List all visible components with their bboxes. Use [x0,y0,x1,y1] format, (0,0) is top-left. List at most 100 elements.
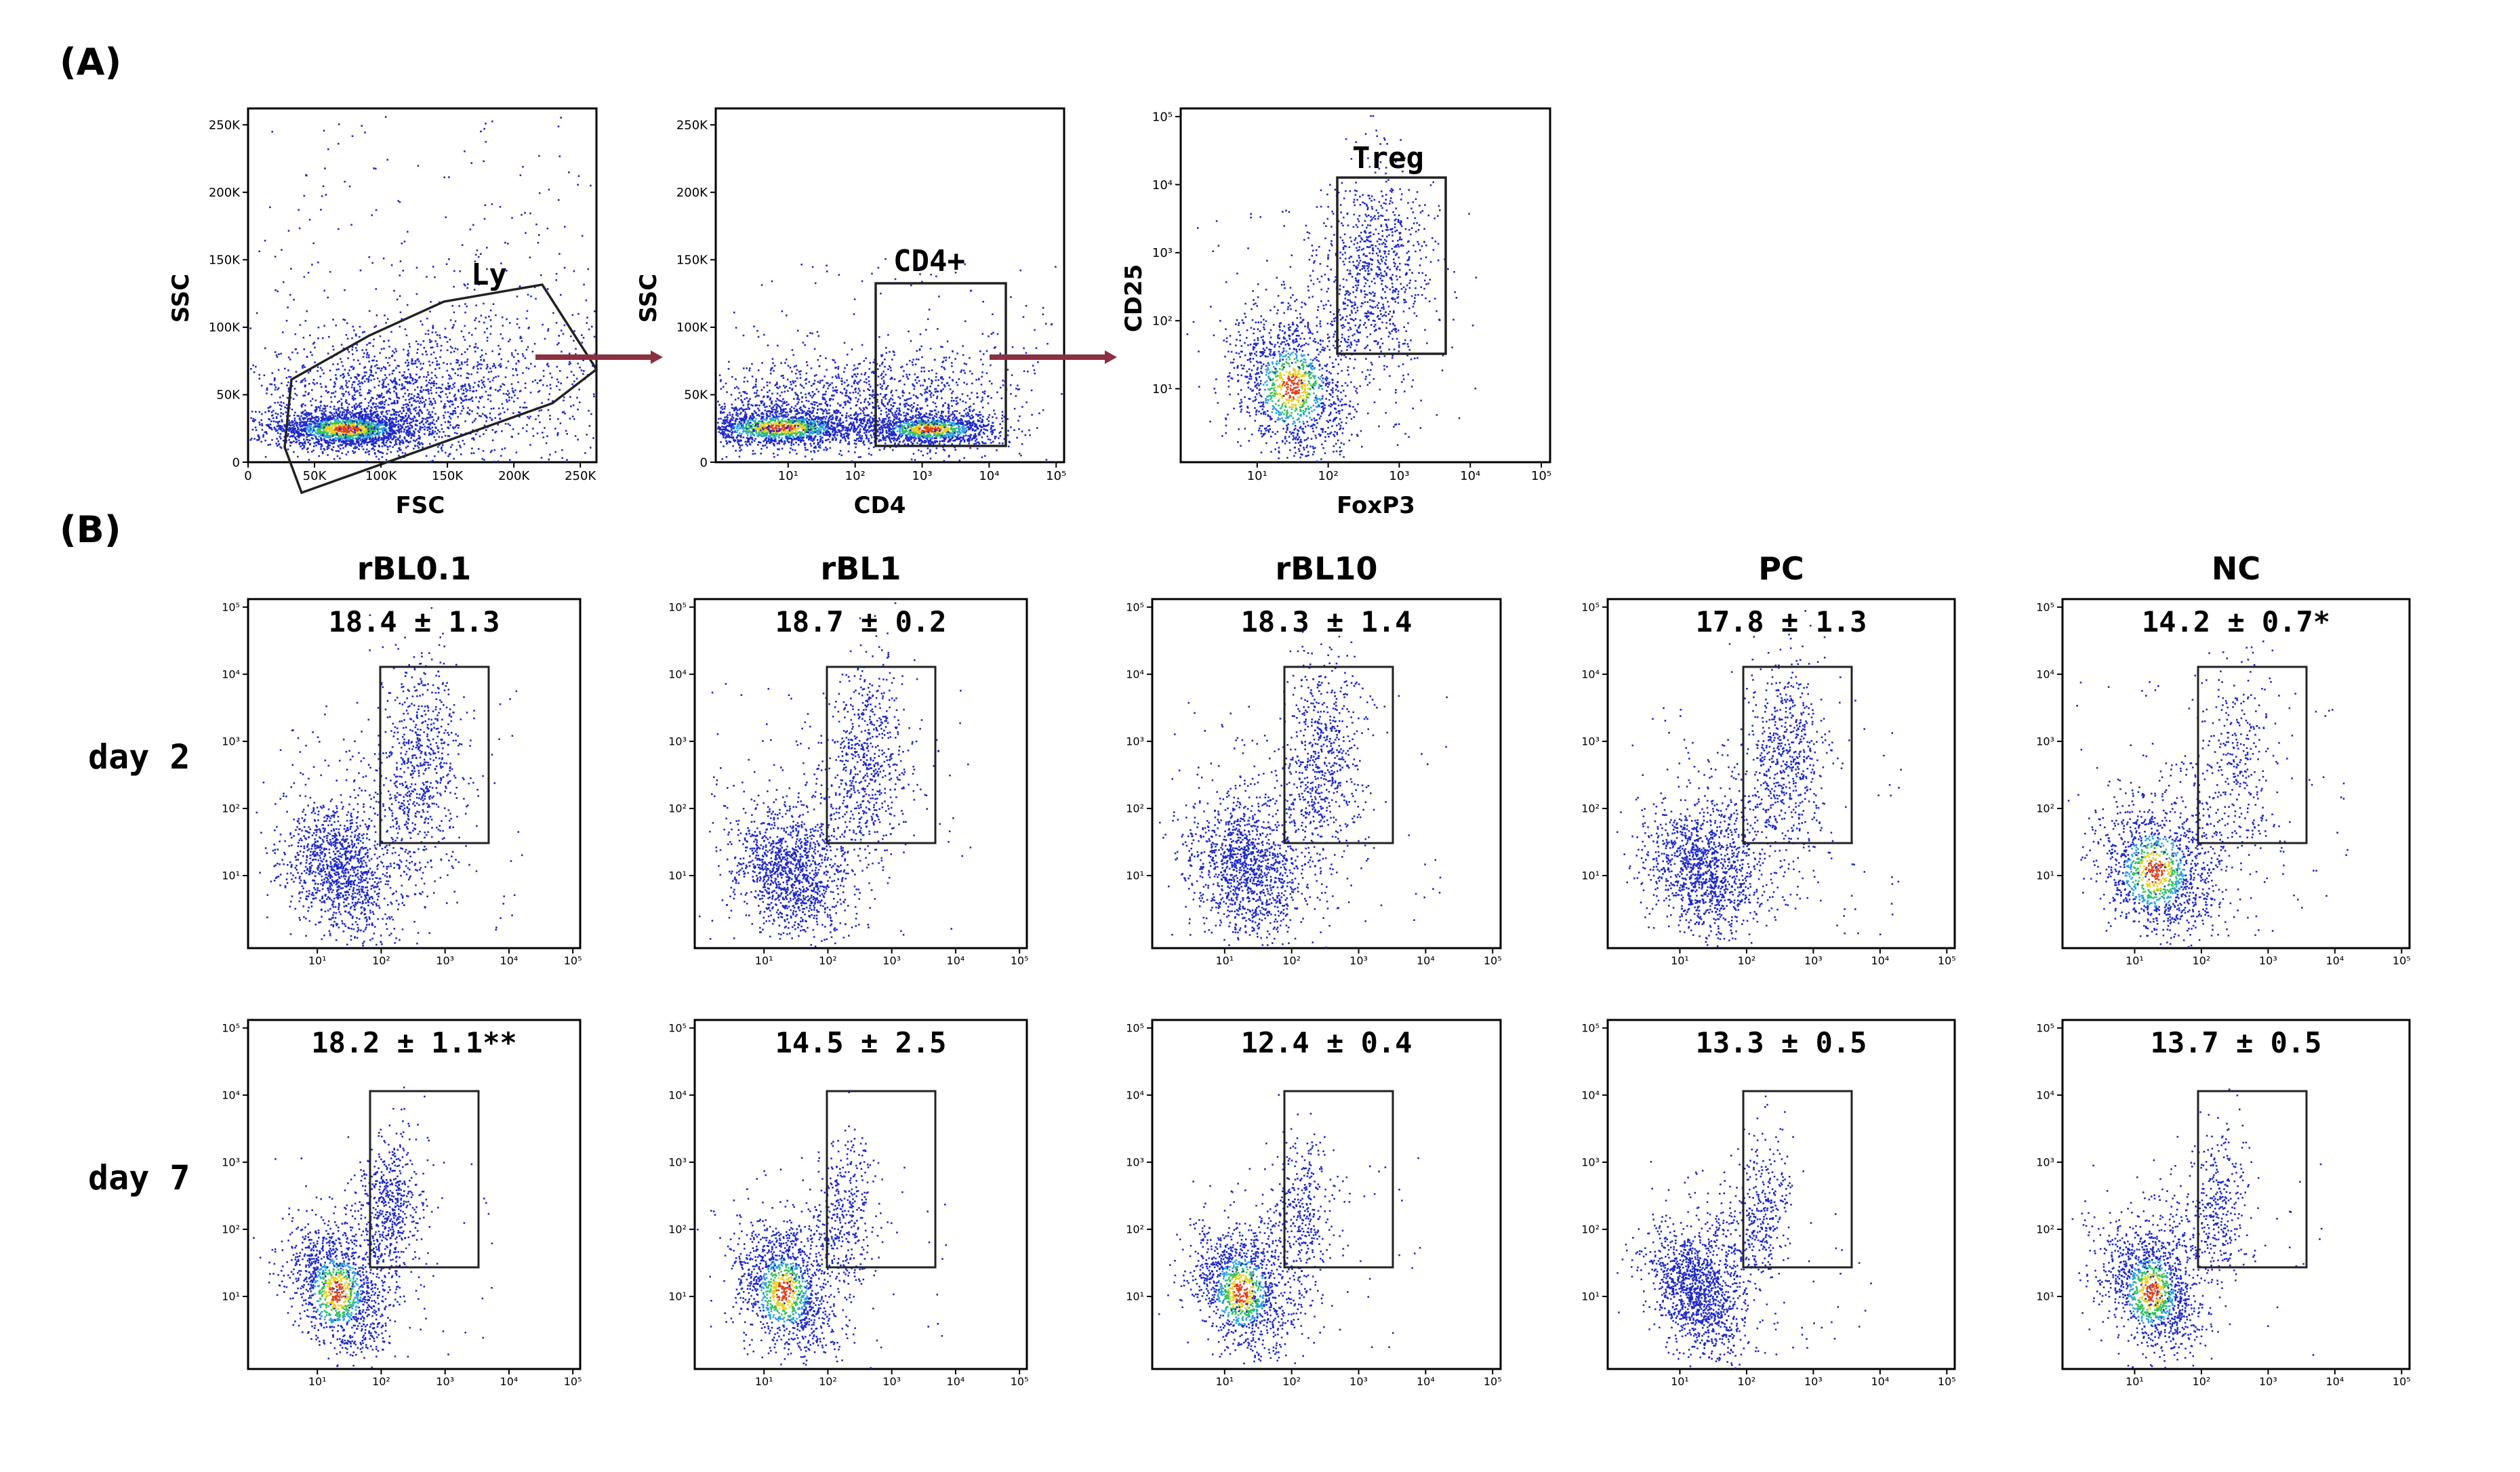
event-dot [361,377,363,380]
event-dot [546,363,549,365]
event-dot [443,406,445,409]
event-dot [367,405,370,407]
event-dot [723,445,725,447]
event-dot [378,439,380,442]
event-dot [298,417,301,420]
event-dot [426,276,428,278]
event-dot [411,359,413,362]
event-dot [398,447,400,449]
event-dot [309,419,312,421]
event-dot [396,429,398,432]
event-dot [375,360,378,362]
event-dot [262,436,264,438]
event-dot [382,386,384,389]
event-dot [395,350,398,352]
event-dot [378,396,380,398]
event-dot [325,434,327,437]
event-dot [384,420,386,422]
event-dot [451,387,453,390]
event-dot [409,422,411,424]
event-dot [801,425,804,427]
event-dot [409,382,411,384]
event-dot [380,403,382,405]
event-dot [397,438,399,441]
event-dot [769,438,772,441]
event-dot [393,436,395,438]
event-dot [363,422,365,424]
event-dot [304,428,306,430]
event-dot [832,430,834,432]
event-dot [421,323,424,326]
event-dot [474,327,476,329]
event-dot [315,438,318,440]
event-dot [729,420,731,422]
event-dot [474,382,476,384]
event-dot [341,402,343,405]
event-dot [471,333,473,336]
event-dot [306,356,308,358]
event-dot [336,430,338,433]
event-dot [867,401,870,403]
event-dot [388,419,390,421]
event-dot [338,123,340,125]
event-dot [323,414,325,416]
event-dot [345,416,348,418]
event-dot [311,415,313,417]
event-dot [491,203,493,205]
event-dot [799,432,801,435]
event-dot [329,434,331,437]
event-dot [749,443,752,446]
event-dot [514,389,516,392]
event-dot [274,384,276,386]
event-dot [306,420,309,422]
event-dot [788,420,790,422]
event-dot [453,324,455,326]
event-dot [339,429,342,431]
event-dot [340,407,343,409]
event-dot [464,420,466,422]
event-dot [362,430,364,432]
event-dot [401,439,403,441]
event-dot [438,444,441,446]
event-dot [524,382,527,384]
event-dot [339,420,342,423]
event-dot [577,184,579,186]
event-dot [824,417,827,420]
event-dot [451,347,453,349]
event-dot [430,401,432,403]
event-dot [323,448,325,450]
event-dot [746,445,748,447]
event-dot [752,419,754,422]
event-dot [349,428,352,431]
event-dot [345,443,347,445]
event-dot [350,445,352,447]
event-dot [782,425,784,427]
event-dot [403,371,405,373]
event-dot [381,392,383,395]
event-dot [450,377,453,380]
event-dot [422,397,424,399]
event-dot [824,420,826,423]
event-dot [287,448,289,451]
event-dot [298,443,301,445]
event-dot [369,413,372,416]
event-dot [321,432,323,434]
event-dot [547,409,550,411]
event-dot [369,434,371,436]
event-dot [339,387,342,390]
event-dot [340,433,343,435]
event-dot [363,331,365,333]
event-dot [422,363,424,365]
event-dot [368,434,371,437]
event-dot [308,434,310,436]
event-dot [762,424,764,426]
event-dot [524,211,526,214]
event-dot [361,349,363,351]
event-dot [449,392,451,394]
event-dot [524,387,527,389]
event-dot [329,436,331,438]
event-dot [811,428,814,430]
event-dot [451,426,454,428]
event-dot [341,444,343,446]
event-dot [336,455,339,457]
